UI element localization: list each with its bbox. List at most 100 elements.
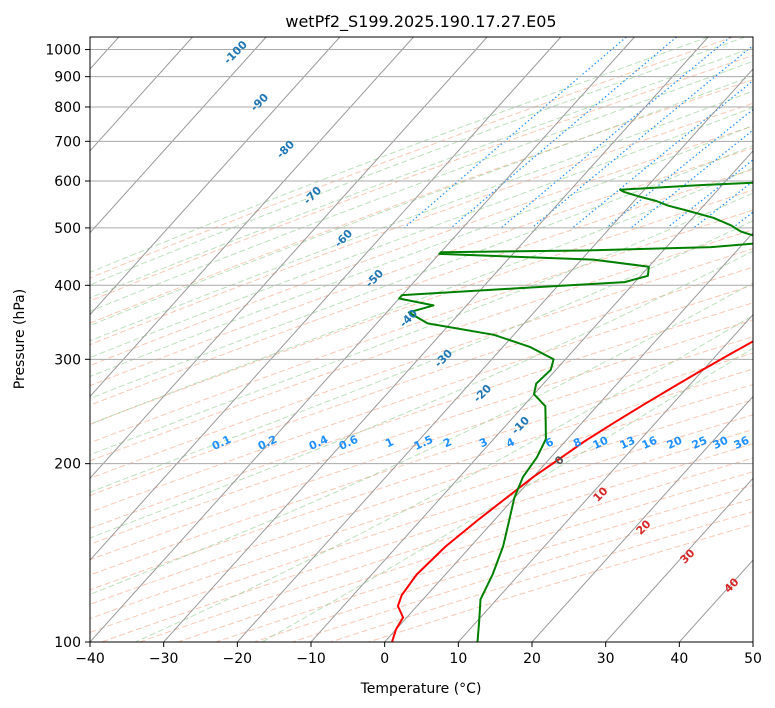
temperature-profile-line — [391, 340, 753, 642]
x-tick-label: 10 — [449, 651, 467, 667]
x-axis-label: Temperature (°C) — [360, 681, 482, 697]
dry-adiabat-label: -70 — [301, 184, 324, 207]
isotherm-line — [90, 37, 267, 234]
x-tick-label: 50 — [744, 651, 762, 667]
dry-adiabat-line — [90, 302, 753, 529]
mixing-ratio-label: 1 — [383, 435, 395, 450]
mixing-ratio-label: 0.4 — [307, 433, 330, 453]
mixing-ratio-label: 2 — [441, 435, 453, 450]
moist-adiabat-line — [90, 282, 753, 595]
dewpoint-profile-line — [398, 181, 753, 642]
mixing-ratio-label: 13 — [618, 434, 637, 452]
dry-adiabat-label: -100 — [221, 38, 250, 67]
moist-adiabat-line — [90, 192, 753, 456]
isotherm-line — [752, 641, 753, 642]
dry-adiabat-line — [90, 384, 753, 605]
dry-adiabat-line — [90, 147, 753, 387]
mixing-ratio-label: 0.6 — [337, 433, 360, 453]
dry-adiabat-label: -10 — [509, 414, 532, 437]
y-tick-label: 1000 — [45, 43, 81, 59]
x-tick-label: −40 — [75, 651, 105, 667]
isotherm-line — [310, 150, 753, 642]
moist-adiabat-line — [90, 37, 709, 273]
chart-title: wetPf2_S199.2025.190.17.27.E05 — [285, 12, 556, 32]
mixing-ratio-label: 30 — [711, 434, 731, 452]
mixing-ratio-line — [605, 108, 753, 229]
dry-adiabat-line — [90, 125, 753, 367]
moist-adiabat-line — [261, 347, 753, 642]
y-tick-label: 100 — [54, 635, 81, 651]
y-tick-label: 500 — [54, 221, 81, 237]
mixing-ratio-label: 25 — [690, 434, 709, 452]
y-axis-label: Pressure (hPa) — [12, 289, 28, 389]
y-tick-label: 300 — [54, 352, 81, 368]
isotherm-line — [384, 231, 753, 642]
isotherm-line — [90, 37, 414, 398]
moist-adiabat-line — [90, 47, 753, 299]
moist-adiabat-line — [90, 90, 753, 342]
isotherm-line — [90, 37, 341, 316]
dry-adiabat-line — [90, 336, 753, 561]
isotherm-line — [90, 37, 488, 480]
mixing-ratio-line — [666, 159, 753, 229]
isotherm-line — [90, 37, 562, 561]
dry-adiabat-line — [90, 368, 753, 591]
moist-adiabat-line — [90, 144, 753, 399]
mixing-ratio-line — [450, 37, 677, 229]
y-tick-label: 900 — [54, 70, 81, 86]
plot-frame — [89, 36, 754, 643]
x-tick-label: 0 — [380, 651, 389, 667]
dry-adiabat-line — [90, 229, 753, 462]
dry-adiabat-line — [90, 284, 753, 513]
dry-adiabat-line — [90, 352, 753, 576]
isotherm-line — [90, 37, 193, 152]
mixing-ratio-label: 4 — [504, 435, 517, 450]
moist-adiabat-line — [90, 250, 753, 539]
x-tick-label: 30 — [597, 651, 615, 667]
y-tick-label: 200 — [54, 457, 81, 473]
y-tick-label: 600 — [54, 174, 81, 190]
x-tick-label: 40 — [670, 651, 688, 667]
dry-adiabat-label: 20 — [634, 517, 654, 537]
x-tick-label: −10 — [296, 651, 326, 667]
isotherm-line — [678, 559, 753, 642]
dry-adiabat-line — [90, 209, 753, 444]
mixing-ratio-label: 20 — [665, 434, 685, 452]
dry-adiabat-line — [90, 189, 753, 425]
mixing-ratio-label: 1.5 — [412, 433, 435, 453]
profile-series — [391, 181, 753, 642]
isotherm-line — [90, 37, 635, 642]
dry-adiabat-label: 30 — [678, 546, 698, 566]
moist-adiabat-line — [90, 124, 753, 378]
moist-adiabat-line — [90, 37, 746, 286]
mixing-ratio-label: 6 — [543, 435, 556, 450]
mixing-ratio-line — [403, 37, 627, 229]
mixing-ratio-line — [572, 79, 753, 229]
mixing-ratio-line — [500, 37, 731, 229]
moist-adiabat-line — [90, 60, 753, 312]
dry-adiabat-line — [90, 266, 753, 496]
x-tick-label: 20 — [523, 651, 541, 667]
y-tick-label: 700 — [54, 134, 81, 150]
mixing-ratio-line — [693, 180, 753, 229]
dry-adiabat-label: -90 — [248, 91, 271, 114]
isotherm-line — [163, 37, 709, 642]
dry-adiabat-line — [90, 54, 753, 302]
mixing-ratio-line — [531, 44, 753, 229]
mixing-ratio-label: 0.1 — [210, 433, 233, 453]
dry-adiabat-label: -30 — [432, 347, 455, 370]
mixing-ratio-line — [630, 129, 753, 229]
mixing-ratio-label: 10 — [591, 434, 611, 452]
isotherm-line — [457, 313, 753, 642]
x-tick-label: −30 — [149, 651, 179, 667]
dry-adiabat-line — [90, 102, 753, 346]
dry-adiabat-line — [90, 319, 753, 545]
x-axis-ticks: −40 −30 −20 −10 0 10 20 30 40 50 — [75, 642, 762, 667]
y-tick-label: 800 — [54, 100, 81, 116]
moist-adiabat-line — [90, 106, 753, 359]
dry-adiabat-line — [90, 37, 734, 279]
mixing-ratio-line — [761, 37, 775, 228]
moist-adiabat-line — [90, 220, 753, 493]
dry-adiabat-line — [90, 168, 753, 406]
